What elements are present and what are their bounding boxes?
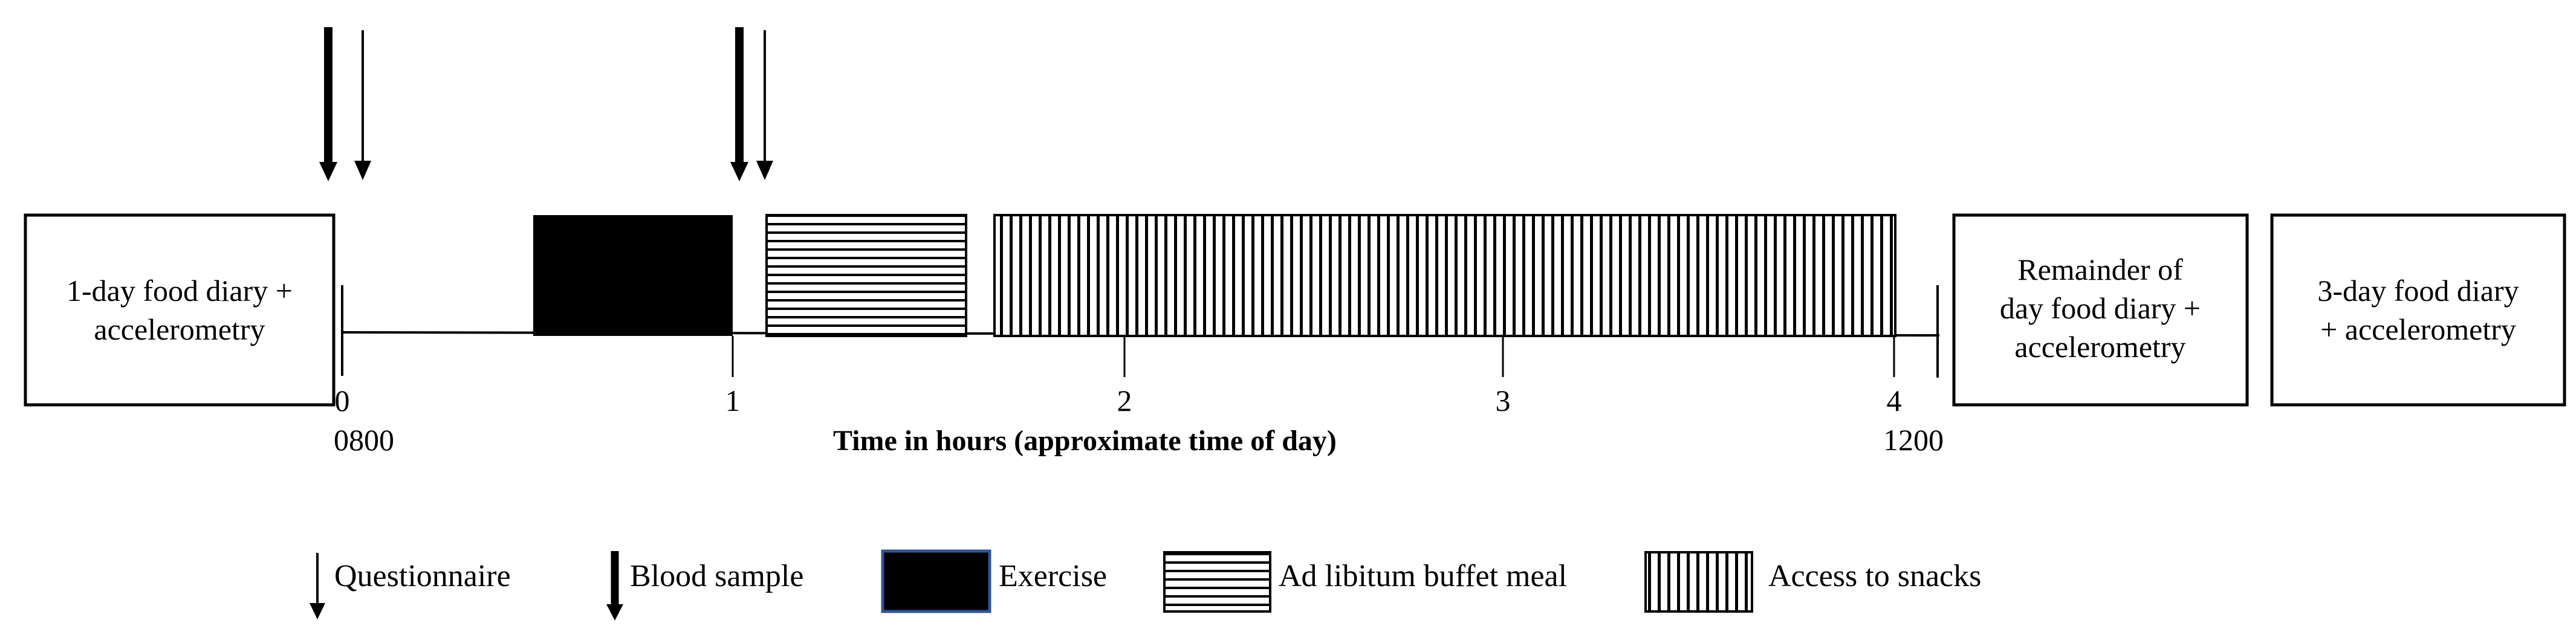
exercise-block <box>533 215 733 336</box>
questionnaire-arrow <box>756 30 773 180</box>
legend-exercise-label: Exercise <box>999 559 1107 593</box>
three-day-diary-box: 3-day food diary + accelerometry <box>2270 213 2566 407</box>
legend-blood-sample-label: Blood sample <box>630 559 803 593</box>
remainder-diary-line-2: day food diary + <box>2000 291 2201 325</box>
remainder-diary-line-1: Remainder of <box>2017 253 2183 286</box>
buffet-meal-block <box>765 214 967 337</box>
legend-questionnaire-label: Questionnaire <box>334 559 511 593</box>
baseline-diary-line-1: 1-day food diary + <box>67 274 293 308</box>
baseline-diary-box: 1-day food diary + accelerometry <box>24 213 336 407</box>
tick-label-3: 3 <box>1496 384 1511 418</box>
start-time-label: 0800 <box>334 423 394 457</box>
blood-sample-arrow <box>319 27 337 181</box>
legend-snacks-label: Access to snacks <box>1768 559 1981 593</box>
tick-label-1: 1 <box>725 384 741 418</box>
legend-exercise: Exercise <box>881 549 1107 613</box>
baseline-diary-line-2: accelerometry <box>94 312 265 346</box>
tick-label-0: 0 <box>335 384 350 418</box>
legend-snacks: Access to snacks <box>1644 551 1981 613</box>
remainder-diary-line-3: accelerometry <box>2014 330 2185 364</box>
measurement-arrows <box>319 27 773 181</box>
end-time-label: 1200 <box>1883 423 1944 457</box>
timeline-axis: 0 1 2 3 4 0800 1200 Time in hours (appro… <box>334 214 1944 457</box>
questionnaire-arrow <box>354 30 371 180</box>
remainder-diary-box: Remainder of day food diary + accelerome… <box>1952 213 2249 407</box>
axis-title: Time in hours (approximate time of day) <box>833 425 1337 457</box>
legend: Questionnaire Blood sample Exercise Ad l… <box>310 549 1981 621</box>
legend-blood-sample: Blood sample <box>606 551 803 621</box>
three-day-diary-line-1: 3-day food diary <box>2317 274 2519 308</box>
tick-label-4: 4 <box>1887 384 1902 418</box>
legend-questionnaire: Questionnaire <box>310 553 511 619</box>
blood-sample-arrow <box>730 27 748 181</box>
three-day-diary-line-2: + accelerometry <box>2320 312 2516 346</box>
legend-buffet-meal: Ad libitum buffet meal <box>1163 551 1567 613</box>
legend-buffet-meal-label: Ad libitum buffet meal <box>1279 559 1567 593</box>
snacks-block <box>993 214 1896 337</box>
tick-label-2: 2 <box>1117 384 1132 418</box>
